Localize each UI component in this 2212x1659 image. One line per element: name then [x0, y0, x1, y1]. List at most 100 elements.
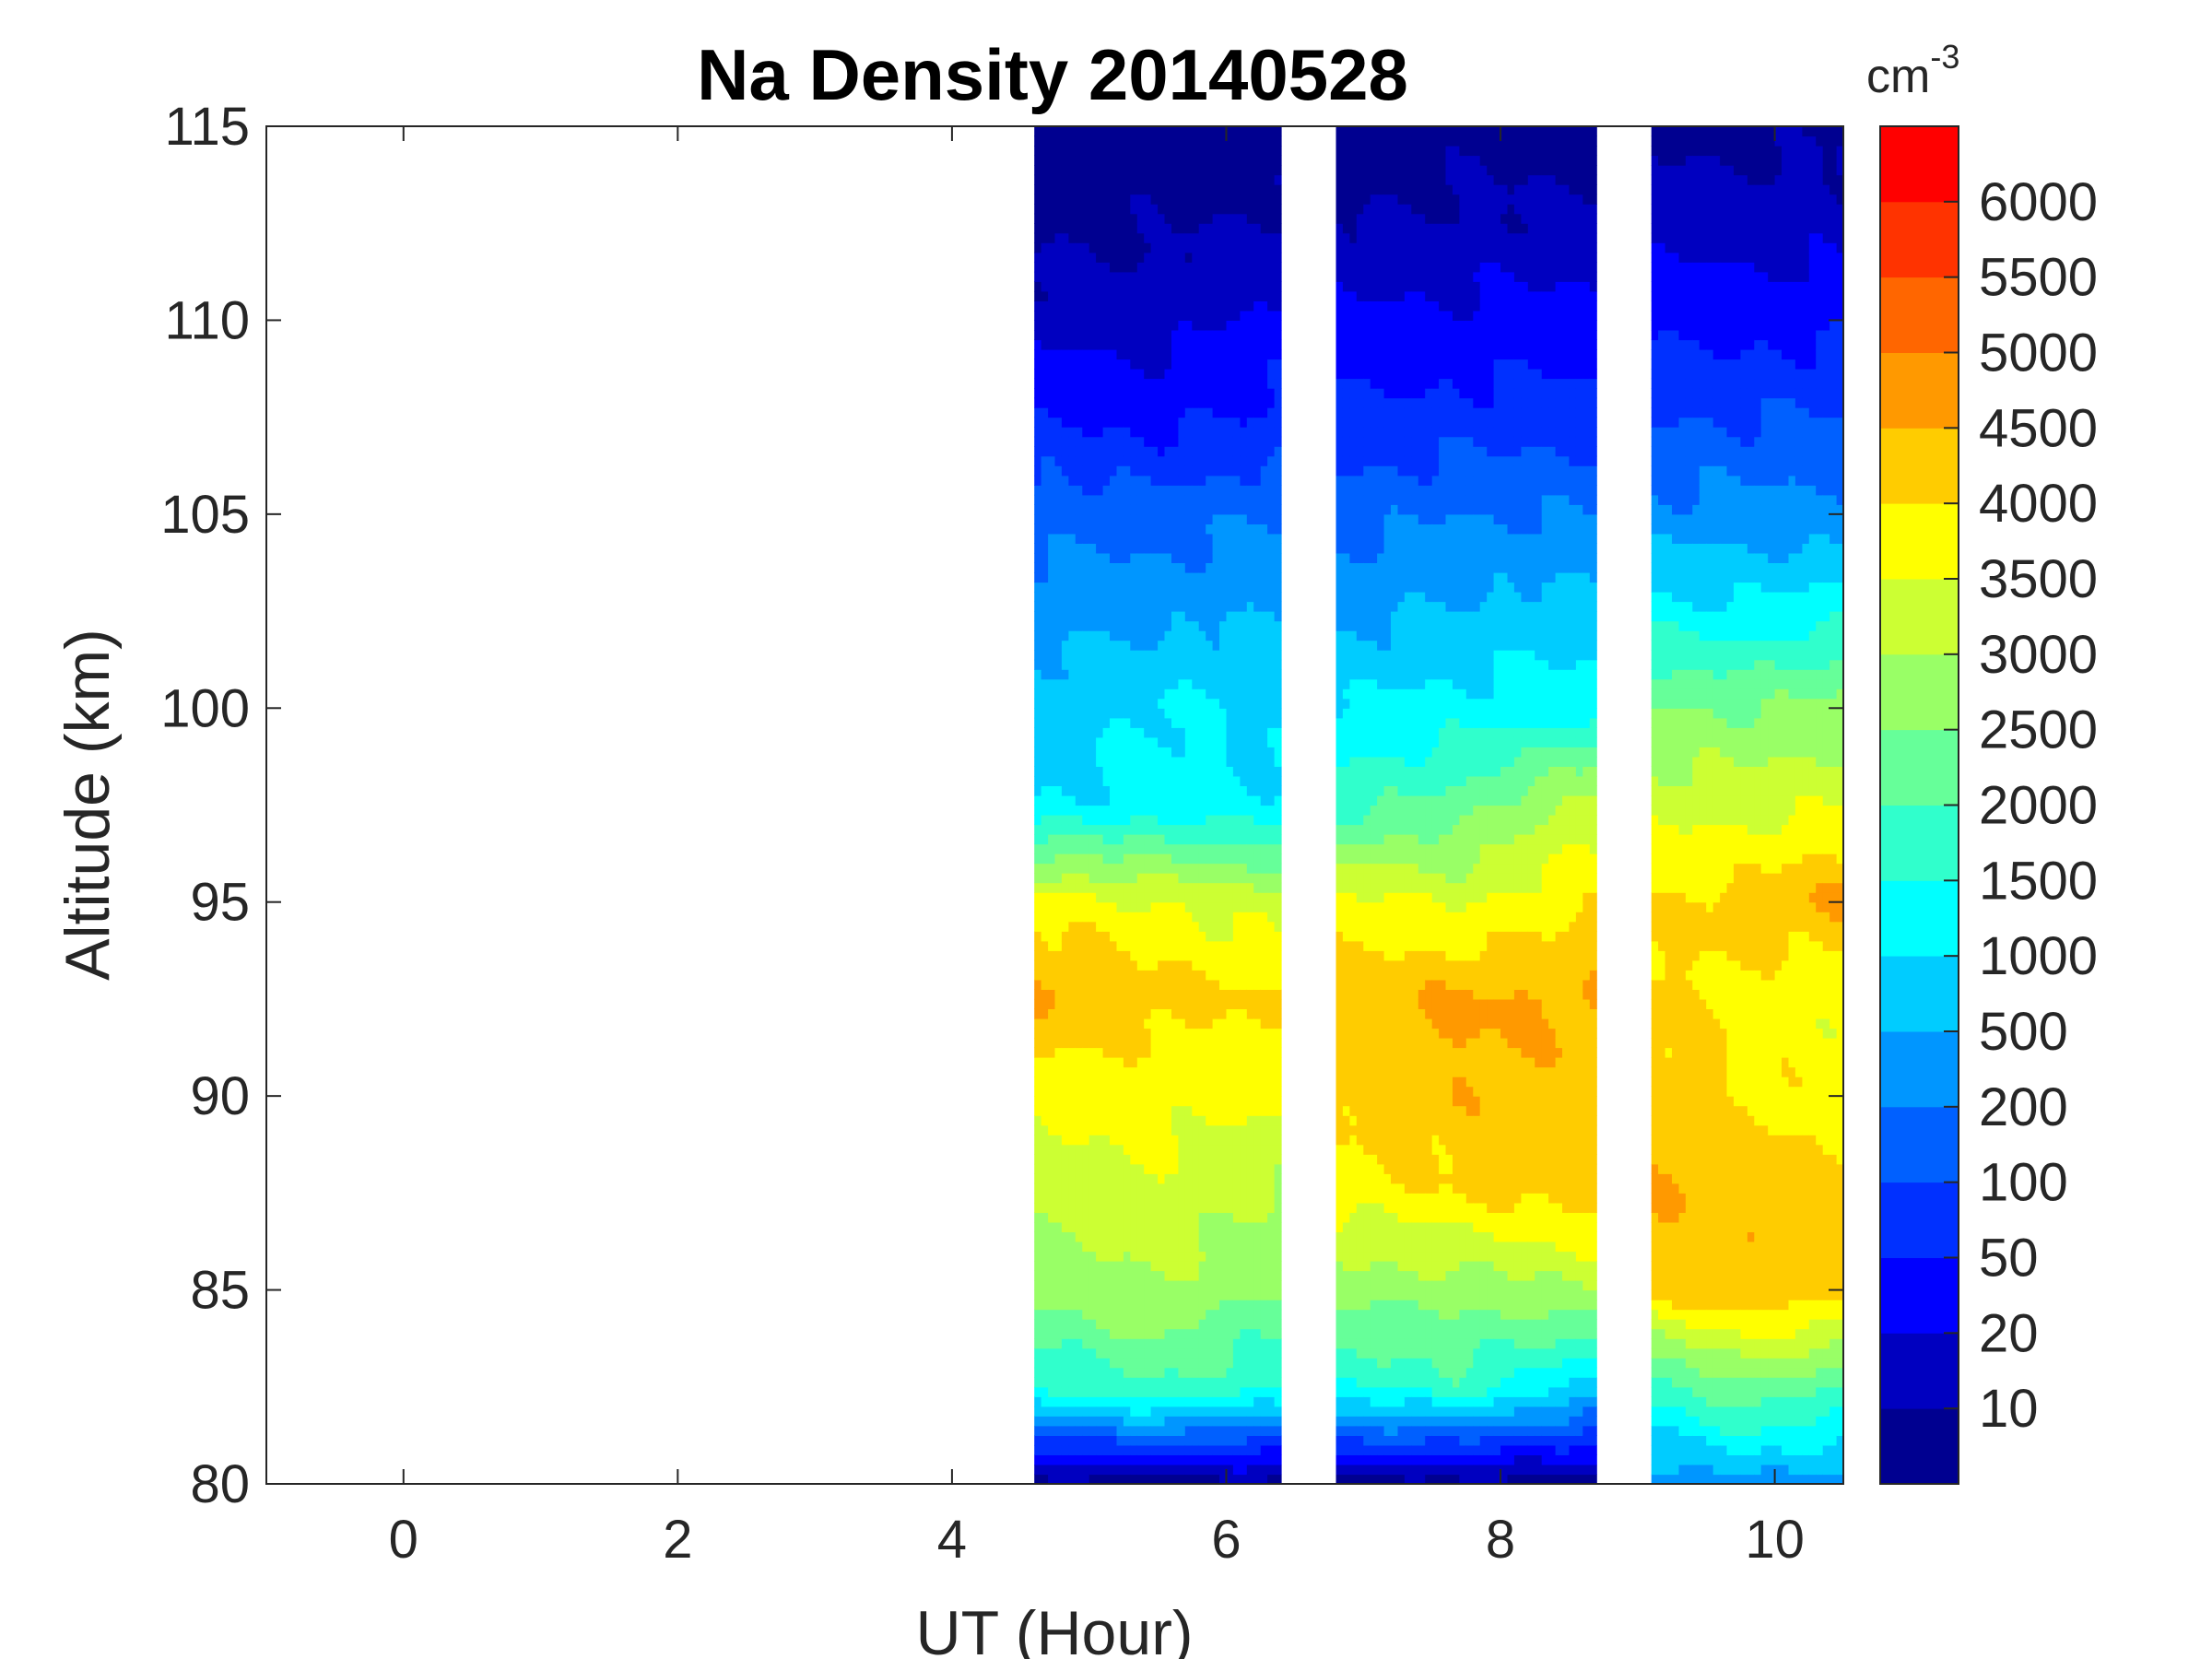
contour-cell: [1158, 1309, 1166, 1320]
contour-cell: [1253, 998, 1262, 1009]
contour-cell: [1240, 1338, 1248, 1349]
contour-cell: [1034, 513, 1042, 524]
contour-cell: [1184, 1086, 1193, 1097]
contour-cell: [1102, 678, 1111, 689]
contour-cell: [1048, 630, 1056, 641]
contour-cell: [1136, 320, 1145, 331]
contour-cell: [1061, 815, 1069, 826]
contour-cell: [1088, 950, 1097, 961]
contour-cell: [1150, 1474, 1159, 1485]
contour-cell: [1110, 1358, 1117, 1369]
contour-cell: [1144, 388, 1152, 399]
contour-cell: [1096, 281, 1104, 292]
contour-cell: [1130, 582, 1138, 593]
contour-cell: [1041, 659, 1049, 670]
contour-cell: [1184, 834, 1193, 845]
contour-cell: [1116, 592, 1124, 603]
contour-cell: [1116, 1367, 1124, 1378]
contour-cell: [1212, 1077, 1220, 1088]
contour-cell: [1232, 1377, 1241, 1388]
contour-cell: [1184, 1047, 1193, 1058]
contour-cell: [1082, 1163, 1090, 1174]
contour-cell: [1253, 339, 1262, 350]
contour-cell: [1075, 552, 1083, 563]
contour-cell: [1054, 194, 1063, 205]
contour-cell: [1075, 736, 1083, 747]
contour-cell: [1212, 611, 1220, 622]
contour-cell: [1232, 1144, 1241, 1155]
contour-cell: [1192, 427, 1200, 438]
contour-cell: [1178, 290, 1186, 301]
contour-cell: [1232, 1077, 1241, 1088]
contour-cell: [1232, 659, 1241, 670]
contour-cell: [1219, 669, 1227, 680]
contour-cell: [1041, 1047, 1049, 1058]
contour-cell: [1048, 310, 1056, 321]
contour-cell: [1198, 465, 1206, 477]
contour-cell: [1123, 1444, 1131, 1455]
contour-cell: [1061, 242, 1069, 253]
contour-cell: [1178, 194, 1186, 205]
contour-cell: [1274, 1212, 1282, 1223]
contour-cell: [1136, 1396, 1145, 1407]
contour-cell: [1061, 620, 1069, 631]
contour-cell: [1206, 1347, 1214, 1359]
contour-cell: [1184, 1300, 1193, 1311]
contour-cell: [1096, 698, 1104, 709]
contour-cell: [1116, 931, 1124, 942]
contour-cell: [1034, 552, 1042, 563]
contour-cell: [1184, 882, 1193, 893]
contour-cell: [1198, 485, 1206, 496]
contour-cell: [1041, 698, 1049, 709]
contour-cell: [1198, 815, 1206, 826]
contour-cell: [1178, 184, 1186, 195]
contour-cell: [1123, 650, 1131, 661]
contour-cell: [1171, 795, 1179, 806]
contour-cell: [1158, 698, 1166, 709]
contour-cell: [1041, 494, 1049, 505]
contour-cell: [1267, 1221, 1276, 1232]
contour-cell: [1232, 1086, 1241, 1097]
contour-cell: [1150, 766, 1159, 777]
contour-cell: [1178, 562, 1186, 573]
contour-cell: [1226, 747, 1234, 758]
contour-cell: [1144, 1144, 1152, 1155]
contour-cell: [1088, 320, 1097, 331]
contour-cell: [1178, 310, 1186, 321]
contour-cell: [1144, 1309, 1152, 1320]
contour-cell: [1041, 1251, 1049, 1262]
contour-cell: [1088, 970, 1097, 981]
contour-cell: [1219, 242, 1227, 253]
contour-cell: [1158, 397, 1166, 408]
contour-cell: [1240, 1319, 1248, 1330]
contour-cell: [1096, 940, 1104, 951]
contour-cell: [1253, 1396, 1262, 1407]
contour-cell: [1123, 1066, 1131, 1077]
contour-cell: [1253, 834, 1262, 845]
contour-cell: [1082, 592, 1090, 603]
contour-cell: [1206, 1231, 1214, 1242]
contour-cell: [1212, 417, 1220, 428]
contour-cell: [1048, 155, 1056, 166]
contour-cell: [1212, 455, 1220, 466]
contour-cell: [1123, 1144, 1131, 1155]
contour-cell: [1246, 213, 1254, 224]
contour-cell: [1158, 650, 1166, 661]
contour-cell: [1123, 1135, 1131, 1146]
contour-cell: [1034, 1066, 1042, 1077]
contour-cell: [1246, 252, 1254, 263]
contour-cell: [1041, 204, 1049, 215]
contour-cell: [1034, 1289, 1042, 1300]
contour-cell: [1116, 1028, 1124, 1039]
contour-cell: [1102, 1261, 1111, 1272]
contour-cell: [1054, 834, 1063, 845]
contour-cell: [1267, 349, 1276, 360]
contour-cell: [1260, 1105, 1268, 1116]
contour-cell: [1198, 1008, 1206, 1019]
contour-cell: [1164, 989, 1172, 1000]
contour-cell: [1096, 1066, 1104, 1077]
contour-cell: [1123, 562, 1131, 573]
contour-cell: [1274, 1038, 1282, 1049]
contour-cell: [1171, 650, 1179, 661]
contour-cell: [1219, 756, 1227, 767]
